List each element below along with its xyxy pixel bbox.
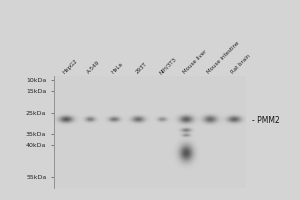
Text: A-549: A-549 — [86, 60, 101, 75]
Text: HeLa: HeLa — [110, 62, 124, 75]
Text: Mouse intestine: Mouse intestine — [206, 41, 241, 75]
Text: Rat brain: Rat brain — [230, 54, 252, 75]
Text: - PMM2: - PMM2 — [252, 116, 280, 125]
Text: Mouse liver: Mouse liver — [182, 49, 208, 75]
Text: NIH/3T3: NIH/3T3 — [158, 56, 178, 75]
Text: 293T: 293T — [134, 62, 148, 75]
Text: HepG2: HepG2 — [62, 58, 79, 75]
